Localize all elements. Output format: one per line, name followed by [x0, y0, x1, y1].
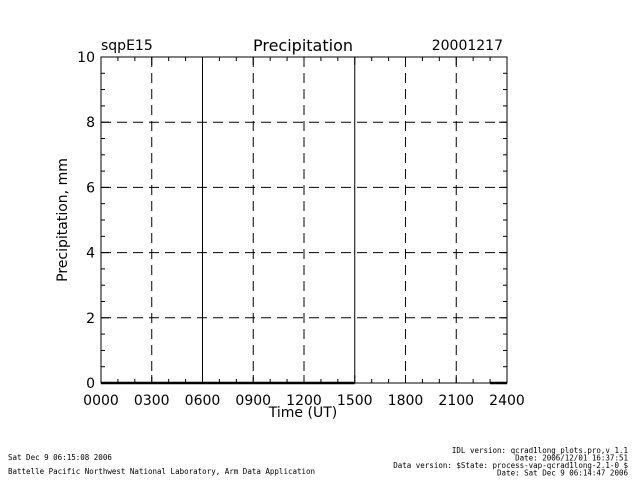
y-tick-label: 8 [86, 115, 95, 131]
y-tick-label: 4 [86, 246, 95, 262]
x-tick-label: 0900 [235, 393, 271, 409]
x-tick-labels: 0000 0300 0600 0900 1200 1500 1800 2100 2400 [83, 393, 525, 409]
x-tick-label: 1200 [286, 393, 322, 409]
y-tick-label: 2 [86, 311, 95, 327]
footer-version-line: Date: 2006/12/01 16:37:51 [515, 454, 628, 463]
x-axis-label: Time (UT) [268, 405, 337, 421]
y-tick-label: 10 [77, 50, 95, 66]
axis-ticks [100, 56, 508, 384]
x-tick-label: 1500 [337, 393, 373, 409]
x-tick-label: 2100 [438, 393, 474, 409]
footer-version-line: Data version: $State: process-vap-qcrad1… [393, 461, 628, 470]
site-label: sqpE15 [101, 38, 153, 54]
date-label: 20001217 [432, 38, 503, 54]
y-axis-label: Precipitation, mm [55, 158, 71, 282]
x-tick-label: 2400 [489, 393, 525, 409]
y-tick-labels: 0 2 4 6 8 10 [77, 50, 95, 392]
footer-version-line: Date: Sat Dec 9 06:14:47 2006 [497, 469, 628, 478]
footer-version-info: IDL version: qcrad1long_plots.pro,v 1.1D… [393, 446, 628, 478]
footer-version-line: IDL version: qcrad1long_plots.pro,v 1.1 [452, 446, 628, 455]
y-tick-label: 6 [86, 180, 95, 196]
grid-layer [101, 57, 507, 383]
x-tick-label: 1800 [388, 393, 424, 409]
x-tick-label: 0300 [134, 393, 170, 409]
plot-frame [100, 56, 508, 384]
x-tick-label: 0600 [185, 393, 221, 409]
x-tick-label: 0000 [83, 393, 119, 409]
footer-institution: Battelle Pacific Northwest National Labo… [8, 467, 315, 476]
y-tick-label: 0 [86, 376, 95, 392]
chart-title: Precipitation [253, 36, 353, 55]
footer-timestamp: Sat Dec 9 06:15:08 2006 [8, 453, 112, 462]
